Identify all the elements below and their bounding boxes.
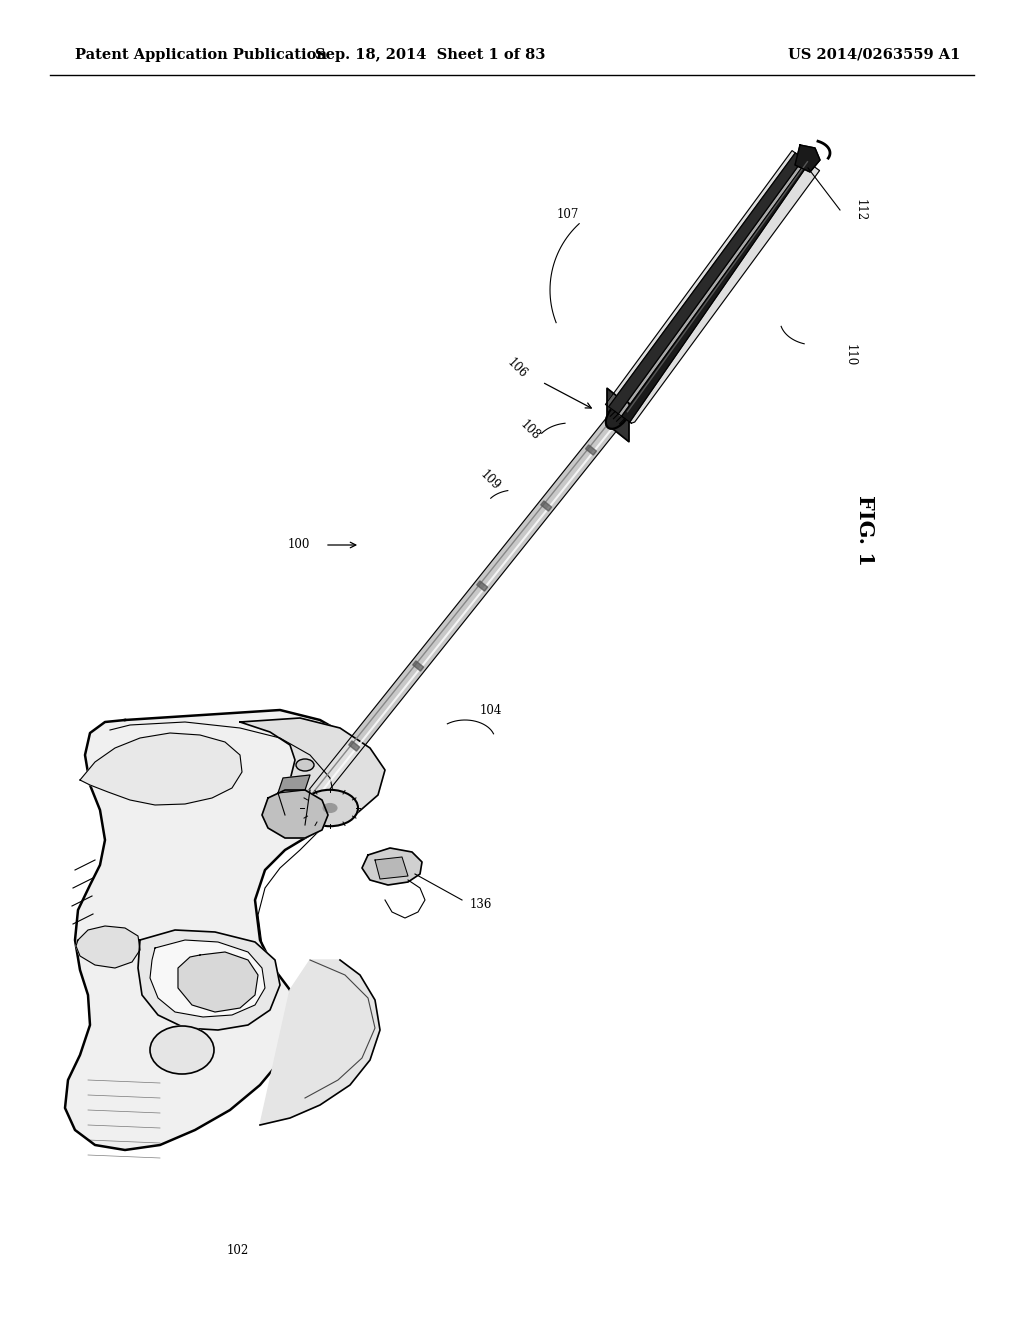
Polygon shape [541, 500, 552, 511]
Ellipse shape [323, 804, 337, 813]
Ellipse shape [302, 789, 358, 826]
Text: 136: 136 [470, 899, 493, 912]
Text: 110: 110 [844, 345, 856, 366]
Text: FIG. 1: FIG. 1 [855, 495, 874, 565]
Polygon shape [289, 414, 622, 825]
Text: 102: 102 [227, 1243, 249, 1257]
Text: Sep. 18, 2014  Sheet 1 of 83: Sep. 18, 2014 Sheet 1 of 83 [314, 48, 545, 62]
Polygon shape [240, 718, 385, 825]
Text: 104: 104 [480, 704, 503, 717]
Text: 107: 107 [557, 209, 580, 222]
Polygon shape [262, 789, 328, 838]
Polygon shape [278, 789, 310, 825]
Polygon shape [618, 158, 807, 416]
Text: 109: 109 [477, 467, 503, 492]
Text: 100: 100 [288, 539, 310, 552]
Text: US 2014/0263559 A1: US 2014/0263559 A1 [787, 48, 961, 62]
Text: 108: 108 [517, 417, 543, 442]
Polygon shape [622, 161, 809, 422]
Polygon shape [138, 931, 280, 1030]
Text: 112: 112 [853, 199, 866, 220]
Polygon shape [349, 741, 359, 751]
Polygon shape [605, 150, 819, 424]
Text: Patent Application Publication: Patent Application Publication [75, 48, 327, 62]
Polygon shape [795, 145, 820, 172]
Polygon shape [362, 847, 422, 884]
Ellipse shape [150, 1026, 214, 1074]
Polygon shape [278, 775, 310, 793]
Polygon shape [178, 952, 258, 1012]
Text: 106: 106 [505, 355, 529, 380]
Polygon shape [608, 153, 804, 414]
Polygon shape [477, 581, 487, 591]
Polygon shape [607, 388, 629, 442]
Polygon shape [76, 927, 140, 968]
Ellipse shape [606, 401, 630, 429]
Ellipse shape [296, 759, 314, 771]
Polygon shape [260, 960, 380, 1125]
Polygon shape [586, 445, 597, 455]
Polygon shape [65, 710, 370, 1150]
Polygon shape [150, 940, 265, 1016]
Polygon shape [80, 733, 242, 805]
Polygon shape [375, 857, 408, 879]
Polygon shape [413, 661, 424, 671]
